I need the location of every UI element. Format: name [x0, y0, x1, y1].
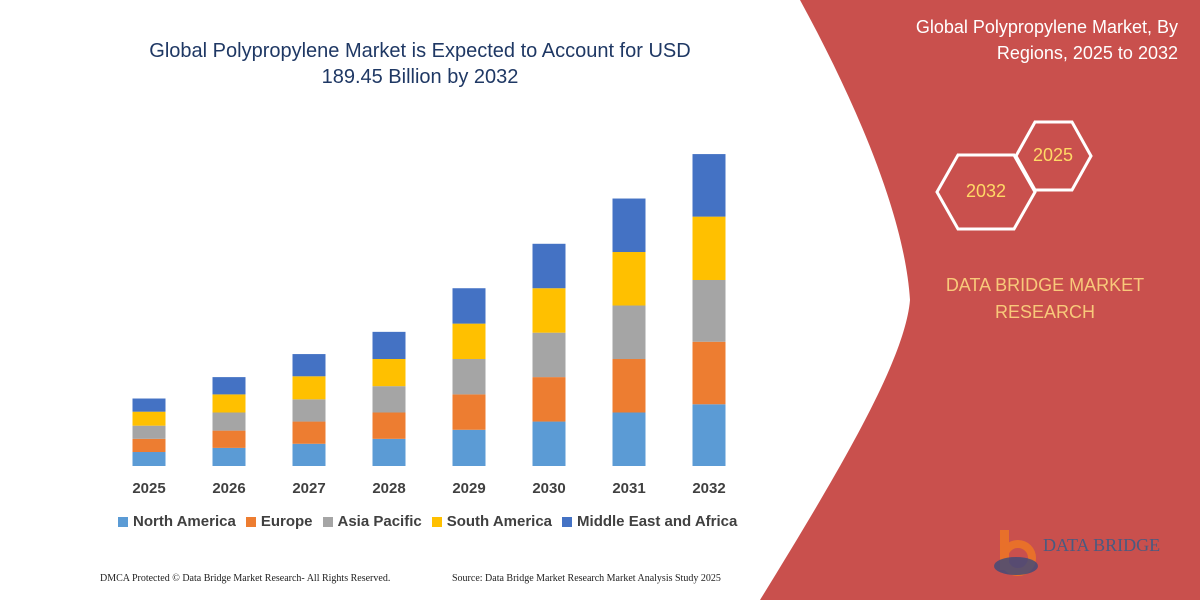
- bar-segment: [212, 377, 246, 395]
- bar-segment: [612, 198, 646, 253]
- x-tick-label: 2028: [372, 480, 405, 497]
- bar-segment: [532, 288, 566, 333]
- bar-segment: [372, 331, 406, 360]
- hexagon-label: 2025: [1033, 145, 1073, 165]
- legend-item: South America: [431, 513, 553, 530]
- chart-title: Global Polypropylene Market is Expected …: [149, 40, 691, 88]
- legend-label: North America: [133, 513, 236, 530]
- legend-swatch: [245, 516, 256, 527]
- bar-segment: [292, 443, 326, 466]
- bar-segment: [692, 341, 726, 405]
- x-tick-label: 2030: [532, 480, 565, 497]
- bar-segment: [212, 430, 246, 448]
- bar-segment: [292, 421, 326, 444]
- bar-segment: [372, 438, 406, 466]
- bar-segment: [532, 377, 566, 422]
- bar-segment: [452, 288, 486, 324]
- bar-segment: [532, 243, 566, 289]
- bar-segment: [132, 398, 166, 412]
- bar-segment: [692, 404, 726, 466]
- bar-segment: [612, 305, 646, 360]
- bar-segment: [212, 394, 246, 413]
- legend-label: Middle East and Africa: [577, 513, 738, 530]
- legend-label: Europe: [260, 513, 313, 530]
- legend: North America Europe Asia Pacific South Ame…: [118, 513, 737, 530]
- x-tick-label: 2032: [692, 480, 725, 497]
- brand: DATA BRIDGE MARKET RESEARCH: [945, 275, 1145, 322]
- x-tick-label: 2029: [452, 480, 485, 497]
- bar-segment: [372, 359, 406, 387]
- x-tick-label: 2026: [212, 480, 245, 497]
- bar-segment: [612, 412, 646, 466]
- bar-segment: [452, 359, 486, 395]
- legend-swatch: [118, 516, 128, 527]
- x-tick-label: 2031: [612, 480, 645, 497]
- side-panel: [760, 0, 1200, 600]
- bar-segment: [292, 376, 326, 400]
- bar-segment: [532, 421, 566, 466]
- bar-segment: [292, 354, 326, 377]
- legend-label: South America: [446, 513, 553, 530]
- bar-segment: [612, 359, 646, 413]
- plot: 2025 2026 2027 2028 2029 2030 2031 2032: [132, 154, 726, 497]
- bar-segment: [372, 412, 406, 439]
- hexagons: [935, 120, 1093, 231]
- legend-swatch: [431, 516, 442, 527]
- bar-segment: [132, 438, 166, 453]
- bar-segment: [292, 399, 326, 422]
- logo-text: DATA BRIDGE: [1043, 535, 1161, 555]
- bar-segment: [212, 447, 246, 466]
- bar-segment: [132, 425, 166, 439]
- bar-segment: [212, 412, 246, 431]
- footer-left: DMCA Protected © Data Bridge Market Rese…: [100, 573, 391, 584]
- bar-segment: [372, 386, 406, 413]
- hexagon-label: 2032: [966, 181, 1006, 201]
- legend-swatch: [562, 516, 573, 527]
- bar-segment: [132, 411, 166, 426]
- x-tick-label: 2025: [132, 480, 165, 497]
- x-tick-label: 2027: [292, 480, 325, 497]
- bar-segment: [132, 452, 166, 466]
- bar-segment: [612, 252, 646, 306]
- legend-item: Asia Pacific: [322, 513, 422, 530]
- bar-segment: [692, 280, 726, 342]
- legend-item: Middle East and Africa: [562, 513, 737, 530]
- legend-label: Asia Pacific: [337, 513, 422, 530]
- bar-segment: [452, 394, 486, 430]
- side-title: Global Polypropylene Market, By Regions,…: [915, 17, 1178, 63]
- footer-right: Source: Data Bridge Market Research Mark…: [452, 573, 721, 584]
- legend-swatch: [322, 516, 333, 527]
- bar-segment: [532, 332, 566, 378]
- bar-segment: [692, 154, 726, 217]
- bar-segment: [452, 323, 486, 360]
- bar-segment: [452, 429, 486, 466]
- legend-item: Europe: [245, 513, 313, 530]
- logo-icon: [994, 530, 1038, 576]
- legend-item: North America: [118, 513, 236, 530]
- bar-segment: [692, 216, 726, 281]
